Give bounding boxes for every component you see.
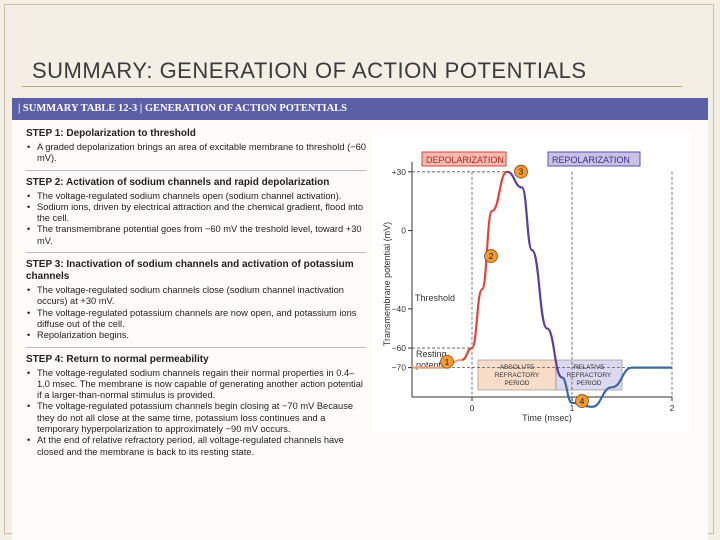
- repolarization-band: [547, 151, 641, 167]
- y-tick-label: −60: [392, 343, 407, 353]
- step-title: STEP 1: Depolarization to threshold: [26, 128, 196, 139]
- phase-marker: [440, 354, 454, 369]
- phase-marker: [484, 249, 498, 263]
- absolute-refractory-line-2: REFRACTORY: [495, 372, 540, 379]
- phase-marker-label: 1: [445, 357, 450, 367]
- repolarization-label: REPOLARIZATION: [552, 155, 630, 165]
- slide-title: SUMMARY: GENERATION OF ACTION POTENTIALS: [32, 58, 587, 83]
- step-bullet: Sodium ions, driven by electrical attrac…: [26, 202, 366, 225]
- step-bullet: The transmembrane potential goes from −6…: [26, 224, 366, 247]
- steps-list: STEP 1: Depolarization to threshold A gr…: [26, 128, 366, 469]
- step-4: STEP 4: Return to normal permeability Th…: [26, 354, 366, 463]
- y-tick-label: 0: [401, 226, 406, 236]
- step-bullet: The voltage-regulated sodium channels re…: [26, 368, 366, 402]
- step-1: STEP 1: Depolarization to threshold A gr…: [26, 128, 366, 171]
- resting-segment: [411, 358, 463, 369]
- phase-marker: [514, 164, 528, 179]
- axis-ticks: +30 0 −40 −60 −70 0 1 2: [392, 167, 675, 413]
- step-title: STEP 2: Activation of sodium channels an…: [26, 176, 330, 188]
- phase-marker: [575, 394, 589, 408]
- y-axis-label: Transmembrane potential (mV): [382, 222, 392, 346]
- table-header: | SUMMARY TABLE 12-3 | GENERATION OF ACT…: [12, 98, 708, 120]
- y-tick-label: −70: [392, 363, 407, 373]
- action-potential-curve: [411, 170, 673, 408]
- threshold-label: Threshold: [415, 293, 455, 303]
- action-potential-figure: DEPOLARIZATION REPOLARIZATION ABSOLUTE R…: [372, 132, 692, 432]
- step-bullet: The voltage-regulated potassium channels…: [26, 401, 366, 435]
- step-title: STEP 3: Inactivation of sodium channels …: [26, 259, 354, 283]
- absolute-refractory-line-3: PERIOD: [505, 380, 530, 387]
- step-3: STEP 3: Inactivation of sodium channels …: [26, 259, 366, 348]
- y-tick-label: −40: [392, 304, 407, 314]
- resting-label-line-1: Resting: [416, 349, 447, 359]
- relative-refractory-line-2: REFRACTORY: [567, 372, 612, 379]
- step-bullet: The voltage-regulated potassium channels…: [26, 308, 366, 331]
- depolarization-segment: [461, 170, 508, 361]
- x-axis-label: Time (msec): [522, 413, 572, 423]
- step-bullet: The voltage-regulated sodium channels op…: [26, 191, 366, 203]
- step-2: STEP 2: Activation of sodium channels an…: [26, 176, 366, 254]
- phase-marker-label: 4: [580, 396, 585, 406]
- step-bullet: At the end of relative refractory period…: [26, 435, 366, 458]
- depolarization-label: DEPOLARIZATION: [426, 155, 504, 165]
- depolarization-band: [421, 151, 507, 167]
- x-tick-label: 0: [470, 403, 475, 413]
- step-title: STEP 4: Return to normal permeability: [26, 353, 209, 365]
- resting-label-line-2: potential: [416, 360, 450, 370]
- x-tick-label: 1: [570, 403, 575, 413]
- hyperpolarization-segment: [561, 366, 673, 408]
- step-bullet: Repolarization begins.: [26, 330, 366, 342]
- phase-markers: 1 2 3 4: [440, 164, 589, 408]
- repolarization-segment: [506, 170, 564, 379]
- phase-marker-label: 3: [519, 167, 524, 177]
- y-tick-label: +30: [392, 167, 407, 177]
- x-tick-label: 2: [670, 403, 675, 413]
- step-bullet: The voltage-regulated sodium channels cl…: [26, 285, 366, 308]
- step-bullet: A graded depolarization brings an area o…: [26, 142, 366, 165]
- relative-refractory-line-3: PERIOD: [577, 380, 602, 387]
- title-divider: [22, 86, 682, 87]
- absolute-refractory-box: [477, 359, 557, 391]
- action-potential-chart: DEPOLARIZATION REPOLARIZATION ABSOLUTE R…: [382, 151, 675, 423]
- phase-marker-label: 2: [489, 251, 494, 261]
